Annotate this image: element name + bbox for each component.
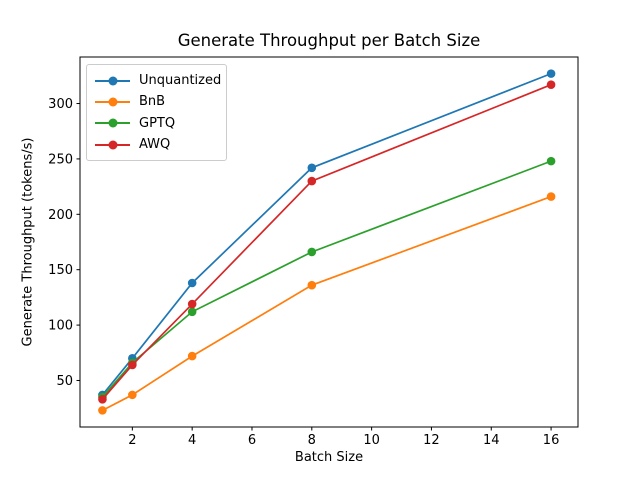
y-tick-label: 100 — [48, 319, 73, 334]
x-tick-label: 16 — [543, 433, 560, 448]
series-awq-marker — [128, 360, 137, 370]
y-tick-label: 300 — [48, 97, 73, 112]
legend-line-sample — [95, 76, 130, 86]
legend-label: GPTQ — [139, 115, 176, 131]
legend-marker-icon — [108, 140, 117, 150]
legend: Unquantized BnB GPTQ AWQ — [86, 64, 227, 162]
y-tick-label: 50 — [56, 374, 73, 389]
x-tick-label: 6 — [248, 433, 256, 448]
legend-marker-icon — [108, 97, 117, 107]
series-bnb-marker — [98, 406, 107, 415]
series-awq-marker — [187, 299, 197, 309]
series-gptq-marker — [307, 247, 317, 257]
legend-marker-icon — [108, 76, 117, 86]
legend-marker-icon — [108, 118, 117, 128]
y-tick-label: 150 — [48, 263, 73, 278]
x-tick-label: 2 — [128, 433, 136, 448]
x-tick-label: 4 — [188, 433, 196, 448]
series-unquantized-marker — [546, 69, 556, 78]
series-bnb-marker — [546, 192, 556, 201]
y-axis-label: Generate Throughput (tokens/s) — [20, 137, 36, 347]
series-bnb-marker — [307, 280, 317, 290]
legend-entry-bnb: BnB — [87, 91, 226, 112]
legend-entry-awq: AWQ — [87, 134, 226, 155]
x-axis-label: Batch Size — [294, 450, 364, 465]
series-gptq-marker — [546, 156, 556, 166]
series-awq-marker — [546, 80, 556, 89]
series-bnb-marker — [187, 351, 197, 361]
legend-line-sample — [95, 97, 130, 107]
chart-title: Generate Throughput per Batch Size — [177, 31, 481, 50]
x-tick-label: 8 — [308, 433, 316, 448]
x-tick-label: 10 — [363, 433, 380, 448]
series-unquantized-marker — [307, 163, 317, 173]
legend-label: Unquantized — [139, 73, 222, 89]
legend-label: AWQ — [139, 137, 171, 153]
series-bnb-marker — [128, 390, 137, 400]
y-tick-label: 250 — [48, 152, 73, 167]
legend-line-sample — [95, 118, 130, 128]
legend-line-sample — [95, 140, 130, 150]
x-tick-label: 12 — [423, 433, 440, 448]
legend-entry-gptq: GPTQ — [87, 113, 226, 134]
plot-frame — [79, 56, 579, 428]
series-unquantized-marker — [187, 278, 197, 288]
x-tick-label: 14 — [483, 433, 500, 448]
legend-label: BnB — [139, 94, 166, 110]
legend-entry-unquantized: Unquantized — [87, 70, 226, 91]
series-gptq-marker — [187, 307, 197, 317]
series-bnb-line — [102, 195, 552, 412]
series-awq-marker — [98, 395, 107, 404]
y-tick-label: 200 — [48, 208, 73, 223]
series-awq-marker — [307, 176, 317, 186]
